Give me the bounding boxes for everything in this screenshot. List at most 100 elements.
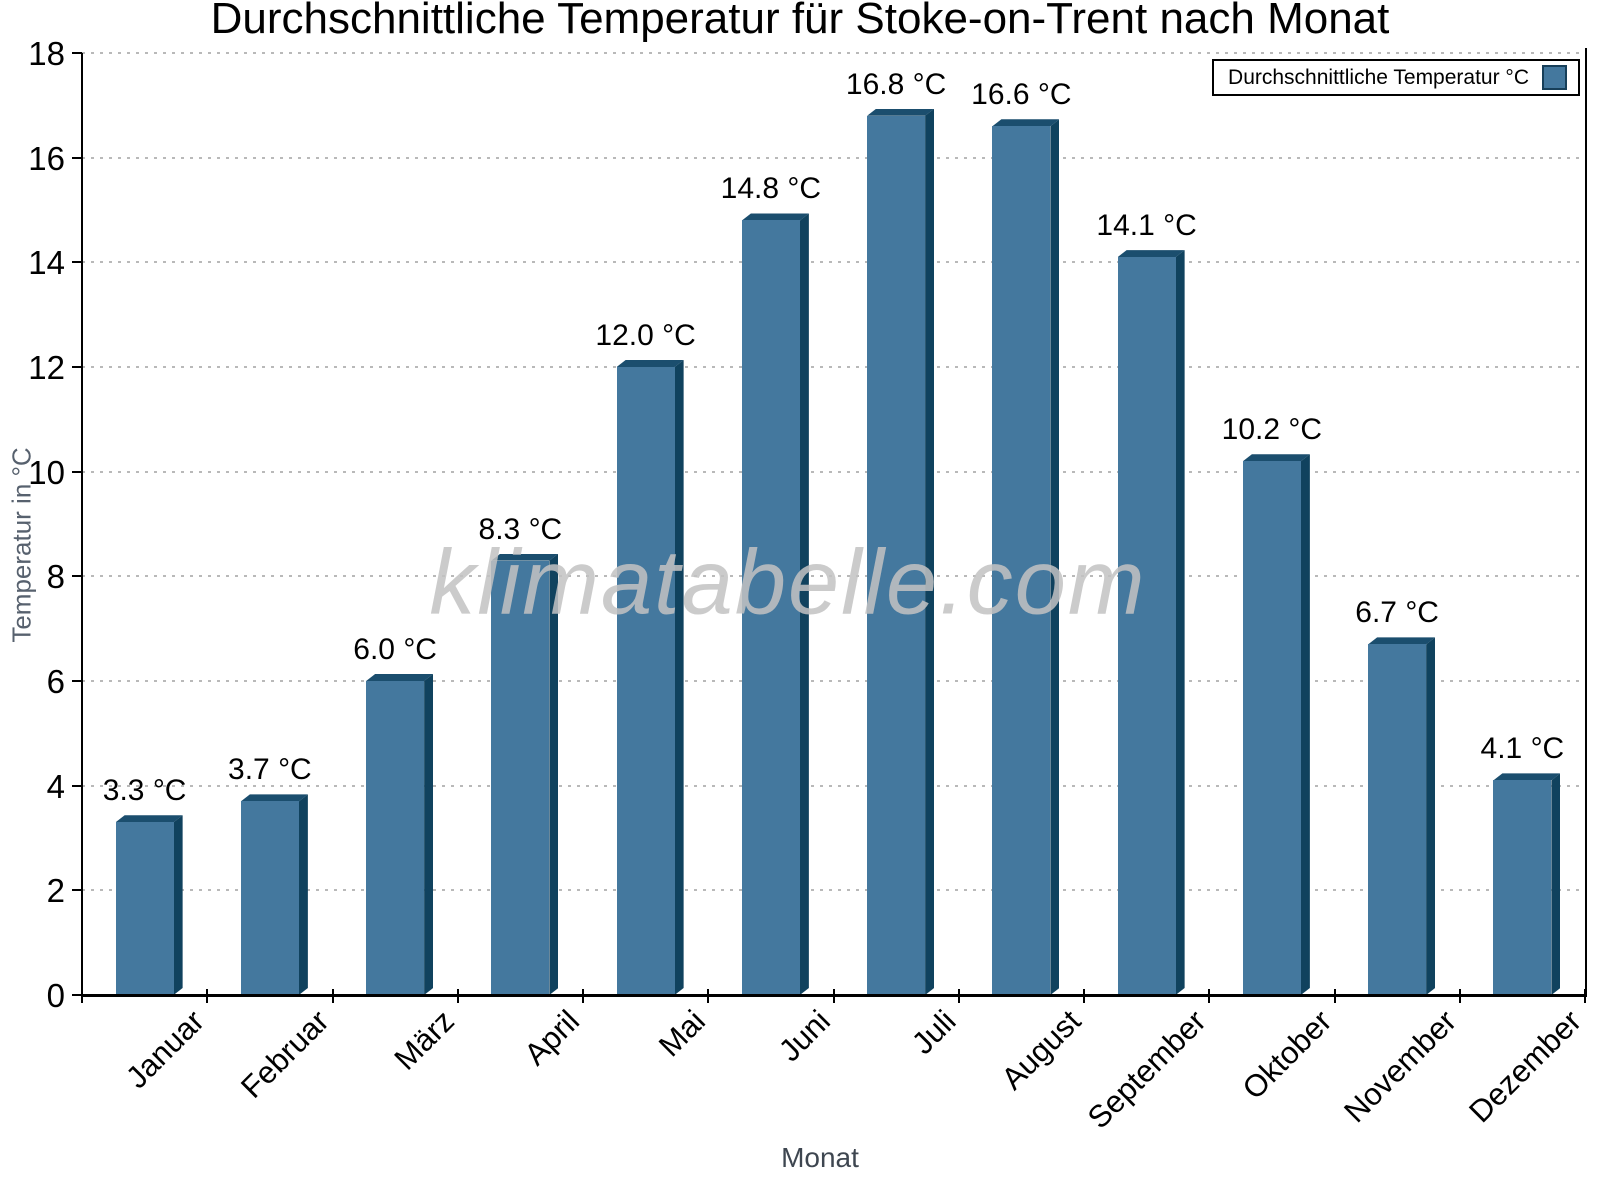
y-axis-tick [72,889,82,892]
bar-side-face [299,794,308,995]
bar-top-face [1368,637,1435,644]
bar-side-face [675,360,684,995]
bar [616,367,675,995]
y-axis-tick [72,52,82,54]
legend-swatch-icon [1542,65,1567,90]
bar [992,126,1051,995]
x-tick-label: Mai [651,1003,712,1064]
bar-top-face [1243,454,1310,461]
y-axis-title: Temperatur in °C [6,447,37,643]
y-tick-label: 2 [46,872,65,910]
bar-value-label: 6.0 °C [353,633,437,666]
y-axis-tick [72,261,82,264]
x-axis-tick [456,989,459,1003]
bar-value-label: 12.0 °C [595,319,696,352]
x-tick-label: November [1337,1003,1464,1130]
bar [1117,257,1176,995]
x-axis-tick [1083,989,1085,1003]
y-tick-label: 6 [46,663,65,700]
x-axis-tick [81,989,83,1003]
y-axis-tick [72,156,82,159]
x-tick-label: Juni [771,1003,837,1069]
gridline [82,52,1585,54]
x-axis-tick [707,989,710,1003]
bar-side-face [1050,119,1059,995]
bar [366,681,425,995]
bar [1493,780,1552,995]
bar-top-face [1493,773,1560,780]
gridline [82,366,1585,368]
x-axis-tick [206,989,209,1003]
legend-label: Durchschnittliche Temperatur °C [1228,65,1529,89]
bar-side-face [549,554,558,995]
y-axis-tick [72,575,82,578]
x-tick-label: Februar [234,1003,336,1105]
y-axis-tick [72,994,82,996]
y-tick-label: 8 [46,558,65,596]
x-axis-tick [832,989,835,1003]
x-axis-title: Monat [781,1142,859,1173]
y-tick-label: 0 [46,977,65,1014]
gridline [82,156,1585,159]
bar-side-face [800,213,809,995]
x-axis-tick [957,989,960,1003]
x-tick-label: September [1080,1003,1213,1136]
x-tick-label: August [994,1003,1088,1097]
y-axis-tick [72,470,82,473]
bar [867,115,926,995]
bar-side-face [174,815,183,995]
bar-value-label: 16.8 °C [845,67,947,101]
bar-value-label: 4.1 °C [1480,732,1565,766]
y-tick-label: 14 [28,244,65,282]
bar [741,220,800,995]
plot-right-border [1585,48,1587,997]
gridline [82,889,1585,892]
bar-top-face [366,674,433,681]
bar-top-face [617,360,684,367]
bar [240,801,299,995]
gridline [82,784,1585,787]
bar-value-label: 3.7 °C [228,753,312,787]
y-tick-label: 12 [28,349,65,386]
bar-side-face [925,109,934,995]
y-axis-tick [72,680,82,682]
x-axis-tick [582,989,584,1003]
bar-value-label: 10.2 °C [1221,413,1323,447]
bar-side-face [1176,250,1185,995]
bar-side-face [1426,637,1435,995]
legend: Durchschnittliche Temperatur °C [1212,59,1580,96]
bar-value-label: 16.6 °C [971,78,1072,112]
gridline [82,575,1585,578]
gridline [82,261,1585,264]
x-axis-tick [1208,989,1211,1003]
x-tick-label: Dezember [1462,1003,1589,1130]
bar-top-face [742,213,809,220]
bar-top-face [867,109,934,116]
bar-top-face [116,815,183,822]
bar-top-face [241,794,308,801]
x-axis-tick [1584,989,1586,1003]
x-tick-label: April [517,1003,587,1072]
gridline [82,680,1585,682]
y-axis-tick [72,366,82,368]
y-axis-tick [72,784,82,787]
x-axis-tick [1333,989,1336,1003]
bar [115,822,174,995]
bar-side-face [1301,454,1310,995]
x-tick-label: Januar [118,1003,211,1096]
bar-value-label: 8.3 °C [478,512,563,546]
watermark: klimatabelle.com [429,531,1147,634]
bar [491,560,550,995]
bar-top-face [992,119,1059,126]
bar-value-label: 14.8 °C [720,172,822,206]
bar-value-label: 6.7 °C [1355,596,1439,630]
bar [1368,644,1427,995]
bar-top-face [1118,250,1185,257]
y-axis-line [81,53,83,997]
y-tick-label: 10 [28,453,65,491]
x-axis-tick [331,989,334,1003]
bar-value-label: 3.3 °C [102,774,187,808]
bar-side-face [1551,773,1560,995]
x-axis-tick [1458,989,1461,1003]
